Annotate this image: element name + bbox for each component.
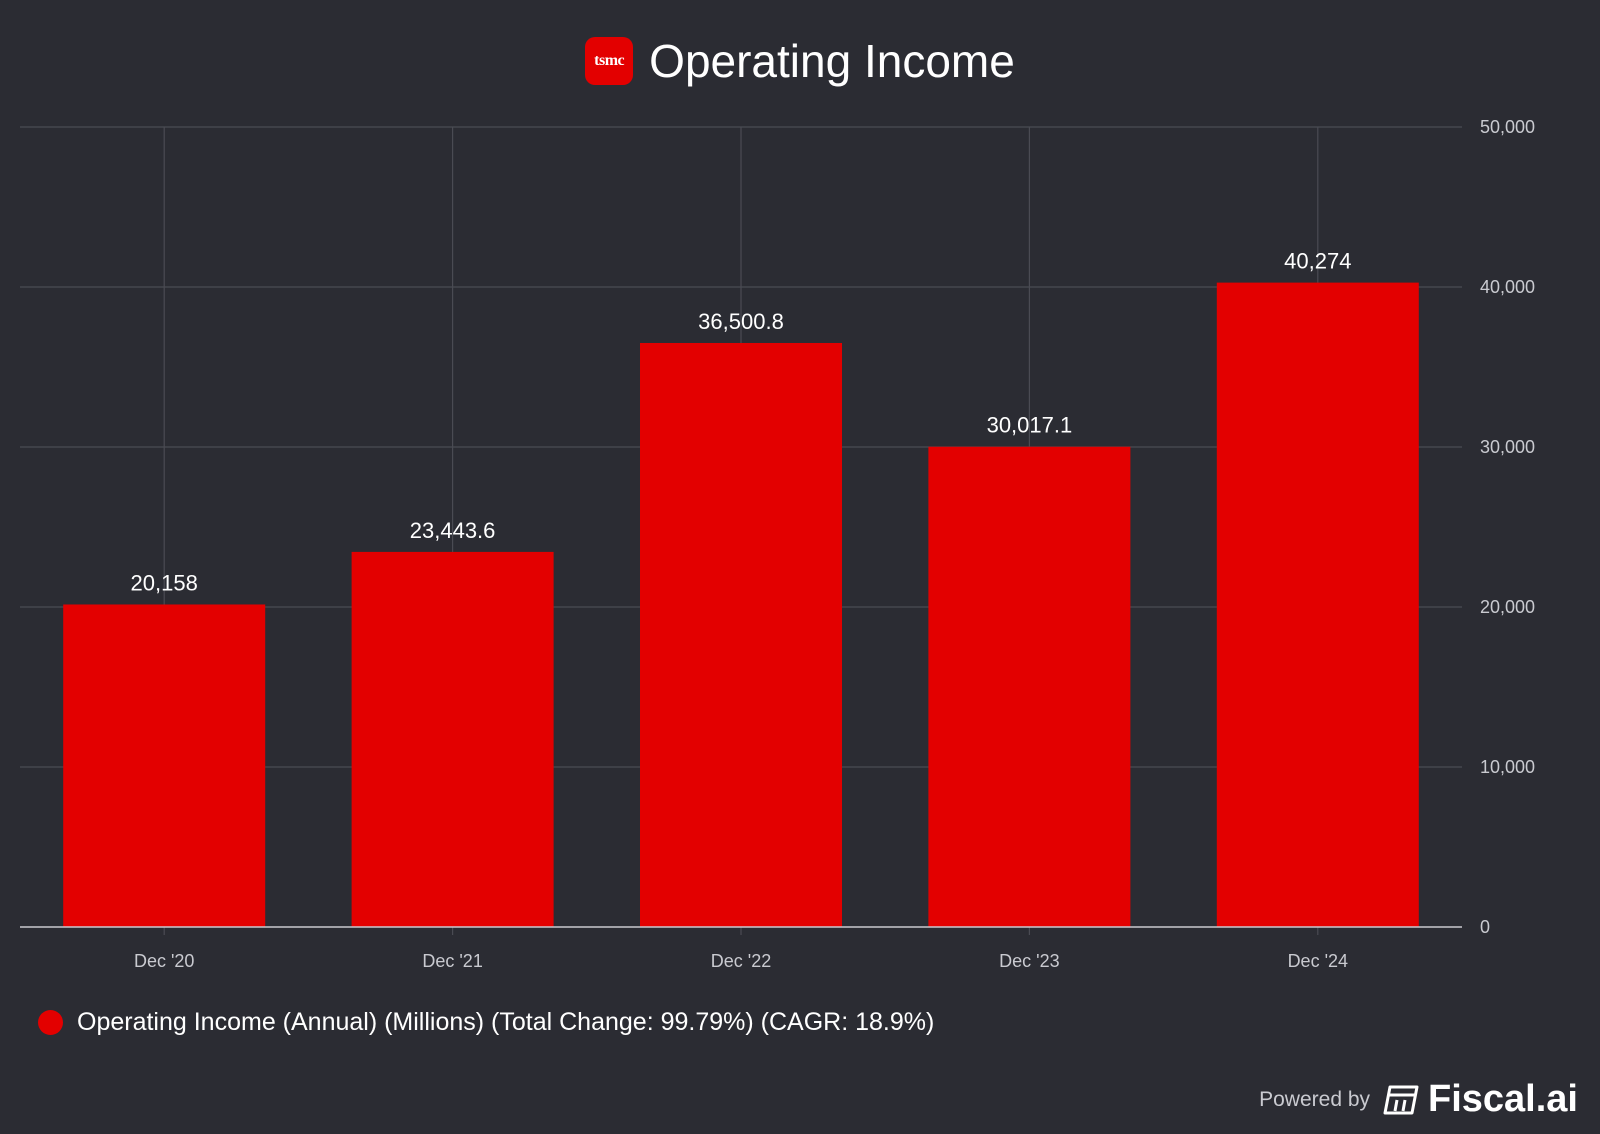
x-tick-label: Dec '21 bbox=[422, 951, 482, 971]
fiscal-ai-logo-icon bbox=[1383, 1085, 1419, 1114]
bar[interactable] bbox=[928, 446, 1131, 927]
operating-income-chart: 0 10,000 20,000 30,000 40,000 50,000 20,158 23,… bbox=[20, 117, 1535, 971]
chart-header: tsmc Operating Income bbox=[0, 30, 1600, 92]
bar-value-label: 23,443.6 bbox=[410, 518, 496, 543]
bar-value-label: 20,158 bbox=[131, 570, 198, 595]
tsmc-logo: tsmc bbox=[585, 37, 634, 85]
fiscal-ai-brand: Fiscal.ai bbox=[1428, 1078, 1578, 1120]
powered-by-footer[interactable]: Powered by Fiscal.ai bbox=[1259, 1078, 1578, 1121]
page-title: Operating Income bbox=[649, 35, 1015, 87]
bar[interactable] bbox=[1216, 282, 1419, 928]
powered-by-label: Powered by bbox=[1259, 1087, 1371, 1111]
bar[interactable] bbox=[640, 342, 842, 928]
bar[interactable] bbox=[351, 551, 554, 927]
legend[interactable]: Operating Income (Annual) (Millions) (To… bbox=[38, 1008, 934, 1037]
bar-value-label: 36,500.8 bbox=[698, 309, 784, 334]
y-tick-label: 0 bbox=[1480, 917, 1490, 937]
legend-label: Operating Income (Annual) (Millions) (To… bbox=[77, 1008, 935, 1036]
legend-marker bbox=[38, 1010, 63, 1035]
y-tick-label: 50,000 bbox=[1480, 117, 1535, 137]
bar[interactable] bbox=[63, 604, 266, 927]
y-tick-label: 20,000 bbox=[1480, 597, 1535, 617]
y-tick-label: 10,000 bbox=[1480, 757, 1535, 777]
bar-value-label: 40,274 bbox=[1284, 249, 1351, 274]
x-tick-label: Dec '24 bbox=[1288, 951, 1348, 971]
x-tick-label: Dec '23 bbox=[999, 951, 1059, 971]
x-tick-label: Dec '22 bbox=[711, 951, 771, 971]
y-tick-label: 40,000 bbox=[1480, 277, 1535, 297]
x-tick-label: Dec '20 bbox=[134, 951, 194, 971]
bar-value-label: 30,017.1 bbox=[987, 413, 1073, 438]
y-tick-label: 30,000 bbox=[1480, 437, 1535, 457]
